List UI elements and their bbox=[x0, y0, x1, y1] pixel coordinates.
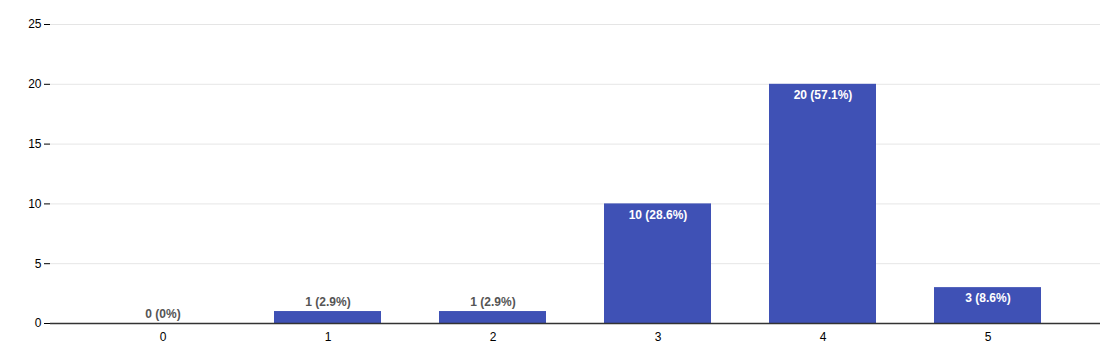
svg-text:3 (8.6%): 3 (8.6%) bbox=[965, 291, 1010, 305]
svg-text:2: 2 bbox=[490, 330, 497, 344]
svg-text:5: 5 bbox=[35, 257, 42, 271]
svg-text:25: 25 bbox=[28, 17, 42, 31]
svg-text:0: 0 bbox=[160, 330, 167, 344]
svg-text:1 (2.9%): 1 (2.9%) bbox=[470, 295, 515, 309]
svg-text:0: 0 bbox=[35, 316, 42, 330]
svg-text:10: 10 bbox=[28, 197, 42, 211]
svg-text:10 (28.6%): 10 (28.6%) bbox=[629, 208, 688, 222]
svg-text:5: 5 bbox=[985, 330, 992, 344]
svg-text:3: 3 bbox=[655, 330, 662, 344]
svg-text:20 (57.1%): 20 (57.1%) bbox=[794, 88, 853, 102]
svg-text:15: 15 bbox=[28, 137, 42, 151]
svg-text:0 (0%): 0 (0%) bbox=[145, 307, 180, 321]
svg-text:1 (2.9%): 1 (2.9%) bbox=[305, 295, 350, 309]
svg-text:20: 20 bbox=[28, 77, 42, 91]
svg-text:1: 1 bbox=[325, 330, 332, 344]
svg-text:4: 4 bbox=[820, 330, 827, 344]
